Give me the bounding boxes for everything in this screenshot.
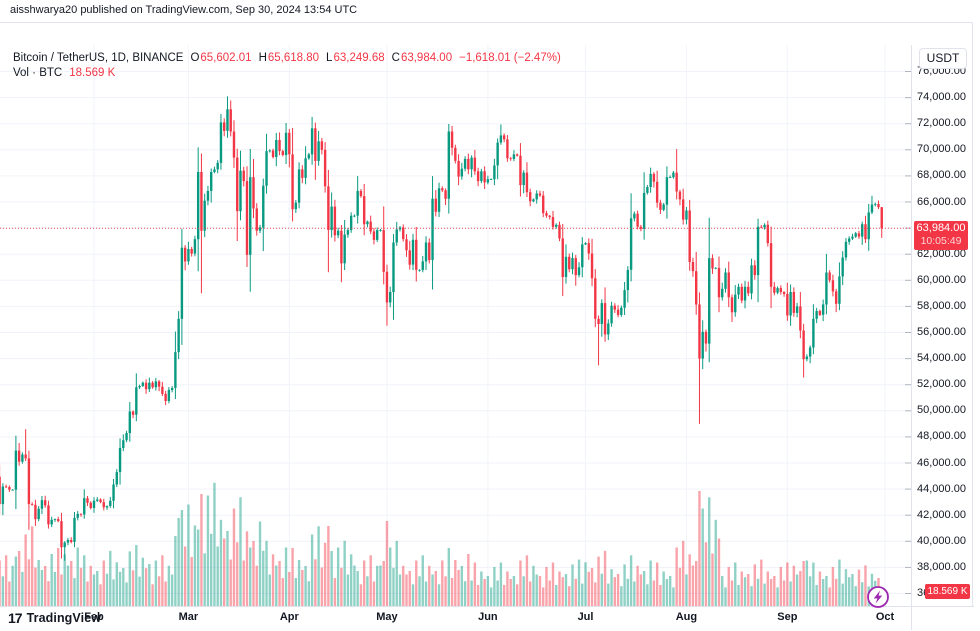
ohlc-high: H 65,618.80 xyxy=(258,52,320,64)
ohlc-low: L 63,249.68 xyxy=(326,52,385,64)
currency-button[interactable]: USDT xyxy=(919,48,967,69)
time-tick-label: Oct xyxy=(875,611,895,623)
price-tick-label: 68,000.00 xyxy=(917,169,966,182)
tradingview-logo-text: TradingView xyxy=(26,611,102,625)
price-tick-label: 40,000.00 xyxy=(917,534,966,547)
ohlc-close: C 63,984.00 xyxy=(391,52,453,64)
price-tick-label: 46,000.00 xyxy=(917,456,966,469)
price-tick-label: 42,000.00 xyxy=(917,508,966,521)
price-tick-label: 54,000.00 xyxy=(917,352,966,365)
candlestick-chart[interactable] xyxy=(0,45,974,630)
price-tick-label: 74,000.00 xyxy=(917,91,966,104)
volume-axis-label: 18.569 K xyxy=(925,584,970,599)
last-price-value: 63,984.00 xyxy=(916,222,966,234)
price-tick-label: 38,000.00 xyxy=(917,560,966,573)
price-tick-label: 44,000.00 xyxy=(917,482,966,495)
price-tick-label: 72,000.00 xyxy=(917,117,966,130)
chart-legend: Bitcoin / TetherUS, 1D, BINANCE O 65,602.… xyxy=(13,51,561,81)
last-price-label: 63,984.00 10:05:49 xyxy=(914,221,968,250)
volume-study-label: Vol · BTC xyxy=(13,67,63,79)
tradingview-logo[interactable]: 17 TradingView xyxy=(8,610,101,626)
price-tick-label: 48,000.00 xyxy=(917,430,966,443)
volume-value: 18.569 K xyxy=(69,67,116,79)
time-tick-label: Mar xyxy=(178,611,199,623)
time-tick-label: Jun xyxy=(478,611,498,623)
time-tick-label: May xyxy=(376,611,398,623)
price-tick-label: 56,000.00 xyxy=(917,326,966,338)
tradingview-mark-icon: 17 xyxy=(8,610,23,626)
price-tick-label: 50,000.00 xyxy=(917,404,966,417)
bar-countdown: 10:05:49 xyxy=(920,235,962,247)
chart-card: Bitcoin / TetherUS, 1D, BINANCE O 65,602.… xyxy=(0,22,974,630)
attribution-bar: aisshwarya20 published on TradingView.co… xyxy=(10,4,358,16)
symbol-title: Bitcoin / TetherUS, 1D, BINANCE xyxy=(13,52,184,64)
price-tick-label: 70,000.00 xyxy=(917,143,966,156)
time-tick-label: Sep xyxy=(777,611,798,623)
ohlc-open: O 65,602.01 xyxy=(190,52,252,64)
price-tick-label: 60,000.00 xyxy=(917,273,966,286)
price-tick-label: 52,000.00 xyxy=(917,378,966,391)
time-tick-label: Apr xyxy=(279,611,299,623)
time-tick-label: Feb xyxy=(84,611,104,623)
price-axis[interactable]: 76,000.00 74,000.00 72,000.00 70,000.00 68,0… xyxy=(911,45,974,606)
lightning-marker-icon[interactable] xyxy=(865,584,891,610)
price-tick-label: 66,000.00 xyxy=(917,195,966,208)
volume-row: Vol · BTC 18.569 K xyxy=(13,66,561,81)
symbol-row: Bitcoin / TetherUS, 1D, BINANCE O 65,602.… xyxy=(13,51,561,66)
price-tick-label: 62,000.00 xyxy=(917,247,966,260)
time-axis[interactable]: Feb Mar Apr May Jun Jul Aug Sep Oct xyxy=(0,606,911,630)
change-value: −1,618.01 (−2.47%) xyxy=(459,52,561,64)
time-tick-label: Aug xyxy=(675,611,698,623)
price-tick-label: 58,000.00 xyxy=(917,299,966,312)
time-tick-label: Jul xyxy=(577,611,594,623)
